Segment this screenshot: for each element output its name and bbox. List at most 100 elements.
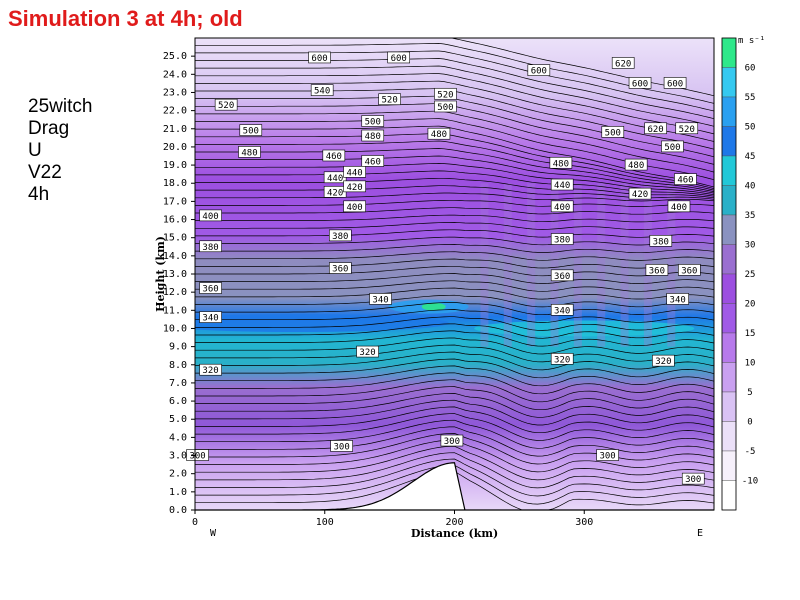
isentrope-line [195, 344, 714, 363]
isentrope-line [195, 58, 714, 120]
contour-label-520: 520 [378, 93, 401, 106]
colorbar-swatch [721, 480, 737, 511]
contour-label-text: 300 [189, 452, 205, 462]
contour-label-text: 300 [685, 475, 701, 485]
contour-label-320: 320 [356, 345, 379, 358]
contour-label-text: 440 [327, 174, 343, 184]
x-tick-label: 300 [575, 517, 593, 528]
x-edge-label-west: W [210, 528, 217, 539]
contour-label-box [361, 129, 385, 142]
contour-label-text: 500 [243, 127, 259, 137]
colorbar-level-label: -5 [745, 447, 756, 457]
contour-label-box [527, 64, 551, 76]
axes: 0.0 1.0 2.0 3.0 4.0 5.0 6.0 7.0 8.0 9.0 10.0 11.0 12… [154, 37, 715, 540]
isentrope-line [195, 140, 714, 191]
contour-label-text: 460 [365, 157, 381, 167]
isentrope-line [195, 265, 714, 277]
contour-label-520: 520 [214, 98, 238, 111]
contour-label-480: 480 [238, 146, 261, 158]
isentrope-line [195, 170, 714, 197]
contour-label-box [661, 140, 684, 153]
isentrope-line [195, 433, 714, 465]
colorbar-swatch [721, 214, 737, 245]
contour-label-box [310, 84, 334, 96]
contour-label-text: 360 [649, 266, 665, 276]
contour-label-box [596, 449, 619, 461]
contour-label-480: 480 [624, 158, 648, 171]
contour-label-box [440, 434, 464, 447]
contour-label-400: 400 [667, 200, 691, 213]
y-tick-label: 14.0 [163, 251, 187, 262]
contour-label-360: 360 [199, 282, 222, 295]
contour-label-text: 320 [202, 366, 218, 376]
colorbar-level-label: 35 [745, 211, 756, 221]
contour-label-500: 500 [361, 115, 385, 128]
y-tick-label: 23.0 [163, 87, 187, 98]
isentrope-line [195, 406, 714, 434]
contour-label-box [550, 304, 574, 316]
colorbar-level-label: 55 [745, 93, 756, 103]
contour-label-460: 460 [361, 155, 385, 167]
colorbar-level-label: 0 [747, 418, 752, 428]
contour-label-box [667, 200, 691, 213]
contour-label-box [186, 449, 209, 461]
contour-label-box [681, 472, 705, 485]
contour-label-box [624, 158, 648, 171]
contour-label-text: 360 [332, 265, 348, 275]
contour-label-box [308, 51, 331, 64]
contour-label-340: 340 [550, 304, 574, 316]
contour-label-box [343, 180, 366, 193]
contour-label-460: 460 [674, 173, 697, 186]
y-tick-label: 22.0 [163, 106, 187, 117]
contour-label-400: 400 [343, 200, 366, 213]
contour-label-text: 340 [670, 295, 686, 305]
colorbar-swatch [721, 126, 737, 157]
lee-wave-streak [550, 183, 559, 347]
colorbar-swatch [721, 391, 737, 422]
contour-label-text: 520 [437, 90, 453, 100]
side-label-version: V22 [28, 162, 62, 183]
contour-label-600: 600 [527, 64, 551, 77]
side-label-variable: U [28, 140, 42, 161]
isentrope-line [195, 393, 714, 418]
contour-label-text: 300 [599, 452, 615, 462]
colorbar-swatch [721, 67, 737, 98]
contour-label-box [361, 115, 385, 127]
colorbar-level-label: 60 [745, 64, 756, 74]
contour-label-340: 340 [369, 293, 392, 305]
contour-label-420: 420 [323, 186, 347, 198]
contour-label-300: 300 [681, 472, 705, 485]
contour-label-box [645, 264, 669, 276]
colorbar-swatch [721, 244, 737, 275]
isentrope-line [195, 351, 714, 371]
contour-label-box [322, 149, 346, 162]
colorbar-level-label: 45 [745, 152, 756, 162]
lee-wave-streak [480, 183, 489, 347]
colorbar-level-label: 50 [745, 123, 756, 133]
y-tick-label: 9.0 [169, 342, 187, 353]
contour-label-text: 480 [553, 159, 569, 169]
x-tick-label: 0 [192, 517, 198, 528]
isentrope-line [195, 365, 714, 387]
contour-label-box [238, 146, 261, 158]
contour-label-box [330, 440, 353, 452]
y-tick-label: 1.0 [169, 487, 187, 498]
contour-label-text: 480 [431, 130, 447, 140]
contour-label-text: 540 [314, 87, 330, 97]
contour-label-text: 400 [554, 203, 570, 213]
colorbar-swatch [721, 421, 737, 452]
isentrope-line [195, 251, 714, 261]
isentrope-line [195, 372, 714, 395]
contour-label-box [329, 229, 352, 242]
contour-label-text: 320 [554, 355, 570, 365]
contour-label-320: 320 [550, 353, 574, 365]
contour-label-box [199, 209, 222, 222]
isentrope-line [195, 148, 714, 192]
contour-label-text: 440 [554, 181, 570, 191]
contour-label-box [674, 173, 697, 185]
jet-core-blob [195, 314, 449, 333]
isentrope-line [195, 337, 714, 355]
y-tick-label: 18.0 [163, 178, 187, 189]
contour-label-box [434, 87, 457, 100]
